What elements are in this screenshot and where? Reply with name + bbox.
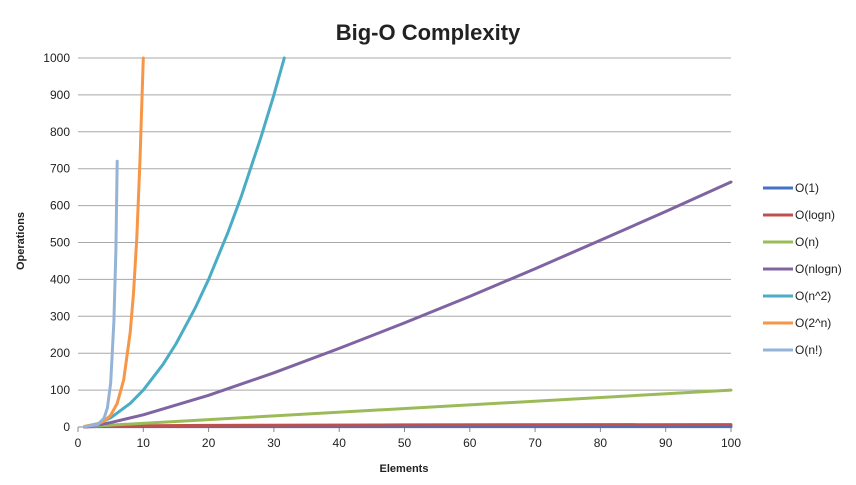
series-lines (83, 56, 733, 429)
legend-label: O(n^2) (795, 289, 831, 303)
y-tick-label: 1000 (43, 51, 70, 65)
legend-label: O(nlogn) (795, 262, 842, 276)
x-tick-label: 10 (137, 436, 151, 450)
legend-label: O(2^n) (795, 316, 831, 330)
chart-title: Big-O Complexity (336, 20, 521, 45)
x-tick-label: 0 (75, 436, 82, 450)
gridlines (77, 57, 732, 432)
y-tick-label: 900 (50, 88, 70, 102)
y-tick-label: 200 (50, 346, 70, 360)
series-line-O(n!) (83, 159, 119, 429)
y-tick-label: 0 (63, 420, 70, 434)
x-tick-label: 60 (463, 436, 477, 450)
x-tick-label: 80 (594, 436, 608, 450)
legend-label: O(n) (795, 235, 819, 249)
x-tick-label: 50 (398, 436, 412, 450)
y-tick-label: 600 (50, 199, 70, 213)
legend-label: O(logn) (795, 208, 835, 222)
x-tick-label: 20 (202, 436, 216, 450)
series-line-O(n) (83, 388, 733, 429)
x-axis-label: Elements (380, 463, 429, 475)
series-line-O(n^2) (83, 56, 286, 429)
y-axis-label: Operations (15, 212, 27, 270)
y-tick-label: 800 (50, 125, 70, 139)
x-tick-label: 30 (267, 436, 281, 450)
y-tick-label: 400 (50, 272, 70, 286)
x-tick-label: 40 (333, 436, 347, 450)
y-tick-label: 700 (50, 162, 70, 176)
series-line-O(nlogn) (83, 180, 733, 429)
tick-labels: 0 100 200 300 400 500 600 700 800 900 1000 0 10 20 30 4… (43, 51, 741, 450)
legend-label: O(n!) (795, 343, 822, 357)
x-tick-label: 90 (659, 436, 673, 450)
x-tick-label: 100 (721, 436, 741, 450)
legend: O(1) O(logn) O(n) O(nlogn) O(n^2) O(2^n) O(n!) (763, 181, 842, 357)
y-tick-label: 500 (50, 236, 70, 250)
y-tick-label: 300 (50, 309, 70, 323)
legend-label: O(1) (795, 181, 819, 195)
y-tick-label: 100 (50, 383, 70, 397)
x-tick-label: 70 (528, 436, 542, 450)
